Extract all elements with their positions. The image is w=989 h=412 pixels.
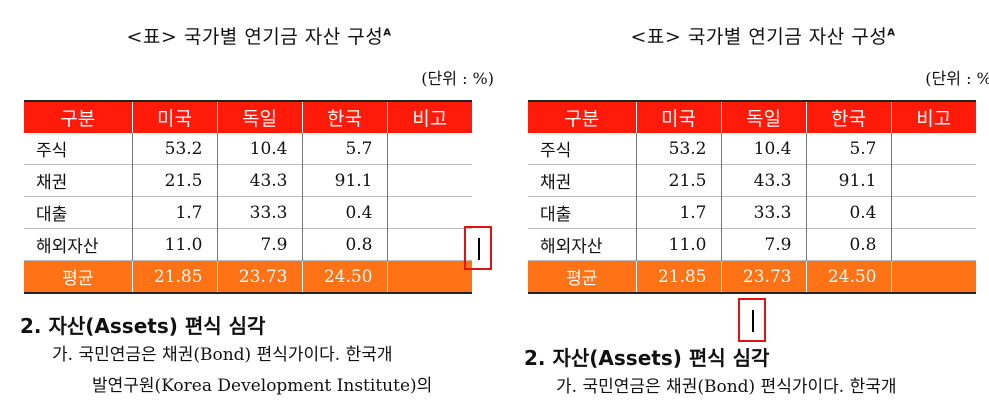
text-cursor-highlight[interactable]	[738, 298, 766, 342]
table-cell: 7.9	[217, 228, 303, 261]
paragraph-line: 가. 국민연금은 채권(Bond) 편식가이다. 한국개	[52, 345, 393, 365]
table-cell	[891, 229, 976, 261]
header-cell: 한국	[806, 100, 892, 133]
footer-cell: 23.73	[721, 260, 807, 294]
table-cell: 10.4	[721, 133, 807, 165]
row-label: 대출	[24, 196, 133, 229]
table-cell: 21.5	[636, 164, 722, 197]
table-cell: 53.2	[636, 133, 722, 165]
table-header-row: 구분 미국 독일 한국 비고	[528, 100, 976, 133]
left-document-panel: <표> 국가별 연기금 자산 구성A (단위 : %) 구분 미국 독일 한국 …	[20, 0, 494, 412]
paragraph-line: 가. 국민연금은 채권(Bond) 편식가이다. 한국개	[556, 377, 897, 397]
right-document-panel: <표> 국가별 연기금 자산 구성A (단위 : %) 구분 미국 독일 한국 …	[524, 0, 989, 412]
section-heading: 2. 자산(Assets) 편식 심각	[524, 346, 770, 370]
table-row: 채권 21.5 43.3 91.1	[528, 164, 976, 197]
footer-label: 평균	[528, 260, 637, 294]
table-cell: 53.2	[132, 133, 218, 165]
footer-cell	[891, 260, 976, 294]
asset-composition-table: 구분 미국 독일 한국 비고 주식 53.2 10.4 5.7 채권 21.5 …	[528, 100, 976, 294]
unit-label: (단위 : %)	[421, 69, 494, 88]
row-label: 채권	[24, 164, 133, 197]
table-cell: 91.1	[302, 164, 388, 197]
footer-label: 평균	[24, 260, 133, 294]
table-cell: 5.7	[806, 133, 892, 165]
table-title-text: <표> 국가별 연기금 자산 구성	[630, 26, 888, 48]
table-cell	[387, 133, 472, 165]
table-row: 해외자산 11.0 7.9 0.8	[528, 228, 976, 261]
table-cell: 0.4	[806, 196, 892, 229]
header-cell: 비고	[387, 100, 472, 133]
footer-cell: 21.85	[636, 260, 722, 294]
table-cell: 7.9	[721, 228, 807, 261]
table-cell: 10.4	[217, 133, 303, 165]
table-footer-row: 평균 21.85 23.73 24.50	[24, 260, 472, 294]
table-cell: 91.1	[806, 164, 892, 197]
title-superscript: A	[383, 27, 392, 39]
table-cell: 1.7	[636, 196, 722, 229]
table-title: <표> 국가별 연기금 자산 구성A	[528, 22, 989, 49]
table-cell: 33.3	[217, 196, 303, 229]
table-cell	[387, 197, 472, 229]
table-title-text: <표> 국가별 연기금 자산 구성	[126, 26, 384, 48]
table-cell: 0.8	[302, 228, 388, 261]
row-label: 주식	[24, 133, 133, 165]
header-cell: 비고	[891, 100, 976, 133]
table-cell: 5.7	[302, 133, 388, 165]
title-superscript: A	[887, 27, 896, 39]
footer-cell: 24.50	[806, 260, 892, 294]
footer-cell: 21.85	[132, 260, 218, 294]
row-label: 해외자산	[528, 228, 637, 261]
header-cell: 구분	[24, 100, 133, 133]
table-row: 대출 1.7 33.3 0.4	[24, 196, 472, 229]
row-label: 채권	[528, 164, 637, 197]
section-heading: 2. 자산(Assets) 편식 심각	[20, 314, 266, 338]
table-footer-row: 평균 21.85 23.73 24.50	[528, 260, 976, 294]
table-row: 주식 53.2 10.4 5.7	[24, 133, 472, 165]
header-cell: 미국	[132, 100, 218, 133]
header-cell: 독일	[721, 100, 807, 133]
table-cell: 43.3	[217, 164, 303, 197]
table-row: 해외자산 11.0 7.9 0.8	[24, 228, 472, 261]
table-row: 대출 1.7 33.3 0.4	[528, 196, 976, 229]
footer-cell: 24.50	[302, 260, 388, 294]
body-paragraph[interactable]: 가. 국민연금은 채권(Bond) 편식가이다. 한국개 발연구원(Korea …	[52, 340, 502, 402]
table-cell: 21.5	[132, 164, 218, 197]
text-caret-icon	[478, 238, 480, 260]
header-cell: 미국	[636, 100, 722, 133]
table-header-row: 구분 미국 독일 한국 비고	[24, 100, 472, 133]
table-cell: 43.3	[721, 164, 807, 197]
table-cell: 11.0	[132, 228, 218, 261]
row-label: 해외자산	[24, 228, 133, 261]
table-cell	[891, 165, 976, 197]
header-cell: 독일	[217, 100, 303, 133]
paragraph-line: 발연구원(Korea Development Institute)의	[92, 376, 433, 396]
row-label: 주식	[528, 133, 637, 165]
table-cell	[891, 133, 976, 165]
table-cell: 0.8	[806, 228, 892, 261]
table-title: <표> 국가별 연기금 자산 구성A	[24, 22, 494, 49]
table-cell	[387, 165, 472, 197]
table-row: 주식 53.2 10.4 5.7	[528, 133, 976, 165]
unit-label: (단위 : %)	[925, 69, 989, 88]
text-caret-icon	[752, 310, 754, 332]
footer-cell: 23.73	[217, 260, 303, 294]
header-cell: 구분	[528, 100, 637, 133]
table-cell	[387, 229, 472, 261]
table-cell: 33.3	[721, 196, 807, 229]
row-label: 대출	[528, 196, 637, 229]
table-row: 채권 21.5 43.3 91.1	[24, 164, 472, 197]
table-cell: 0.4	[302, 196, 388, 229]
footer-cell	[387, 260, 472, 294]
text-cursor-highlight[interactable]	[464, 226, 492, 270]
header-cell: 한국	[302, 100, 388, 133]
table-cell: 1.7	[132, 196, 218, 229]
asset-composition-table: 구분 미국 독일 한국 비고 주식 53.2 10.4 5.7 채권 21.5 …	[24, 100, 472, 294]
table-cell: 11.0	[636, 228, 722, 261]
table-cell	[891, 197, 976, 229]
body-paragraph[interactable]: 가. 국민연금은 채권(Bond) 편식가이다. 한국개	[556, 372, 989, 403]
